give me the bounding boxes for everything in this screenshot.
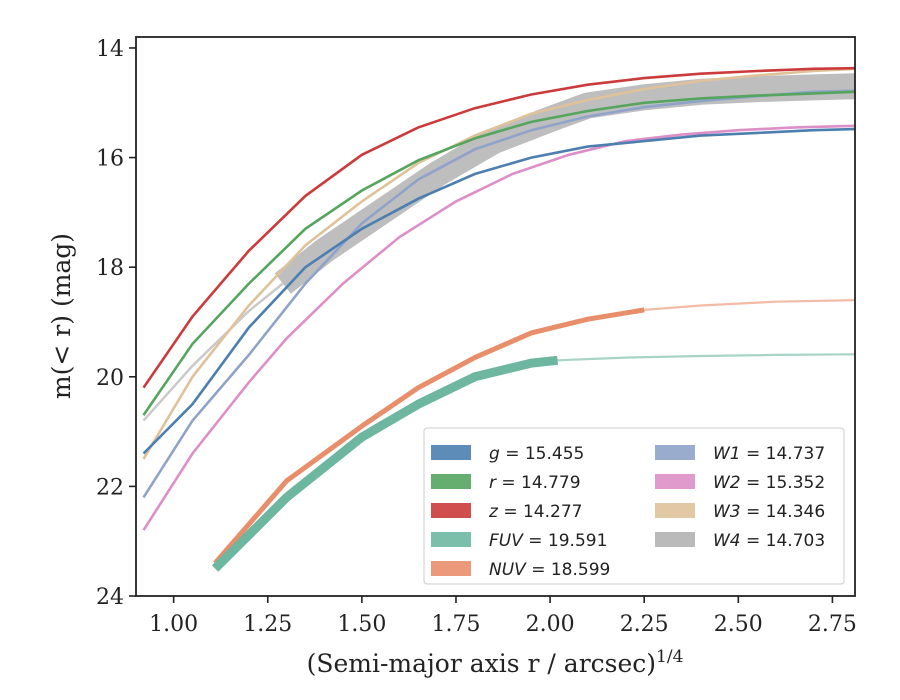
series-r-line [142,90,855,416]
legend-swatch [431,503,471,518]
x-tick-label: 1.50 [337,612,386,637]
legend-item-z: z = 14.277 [431,502,582,522]
series-w3-line [142,67,855,460]
series-layer [142,66,855,572]
y-tick-label: 22 [96,475,124,500]
series-r [142,90,855,416]
series-g [142,127,855,455]
legend-item-w3: W3 = 14.346 [655,502,825,522]
legend-swatch [655,532,695,547]
legend-label: W4 = 14.703 [713,531,825,551]
legend-label: NUV = 18.599 [489,560,610,580]
legend-label: FUV = 19.591 [489,531,607,551]
legend-label: r = 14.779 [489,473,581,493]
series-nuv-measured [213,307,645,565]
series-g-line [142,127,855,455]
legend-item-nuv: NUV = 18.599 [431,560,610,580]
x-tick-label: 1.25 [243,612,292,637]
y-tick-label: 20 [96,366,124,391]
legend-swatch [655,445,695,460]
legend-item-w1: W1 = 14.737 [655,444,825,464]
series-z-line [142,66,855,389]
series-w4 [142,73,855,422]
legend-label: z = 14.277 [488,502,582,522]
legend-item-g: g = 15.455 [431,444,584,464]
legend-swatch [431,532,471,547]
x-axis: 1.00 1.25 1.50 1.75 2.00 2.25 2.50 2.75 [149,596,857,637]
legend-swatch [655,474,695,489]
legend-item-r: r = 14.779 [431,473,581,493]
x-tick-label: 1.00 [149,612,198,637]
series-fuv [211,353,855,572]
series-w3 [142,67,855,460]
series-w4-extrapolation [142,282,284,422]
legend-label: W1 = 14.737 [713,444,825,464]
y-tick-label: 18 [96,256,124,281]
x-tick-label: 2.00 [526,612,575,637]
series-z [142,66,855,389]
x-tick-label: 2.25 [620,612,669,637]
legend-item-w4: W4 = 14.703 [655,531,825,551]
x-tick-label: 2.50 [714,612,763,637]
y-axis-title: m(< r) (mag) [47,233,76,399]
x-tick-label: 2.75 [808,612,857,637]
legend-swatch [431,561,471,576]
legend-swatch [431,445,471,460]
y-tick-label: 16 [96,147,124,172]
legend: g = 15.455 r = 14.779 z = 14.277 FUV = 19.5… [423,427,845,585]
x-axis-title: (Semi-major axis r / arcsec)1/4 [307,647,684,678]
series-w2 [142,124,855,531]
y-tick-label: 24 [96,585,124,610]
legend-label: W3 = 14.346 [713,502,825,522]
legend-frame [423,427,845,585]
y-tick-label: 14 [96,37,124,62]
legend-swatch [431,474,471,489]
legend-item-w2: W2 = 15.352 [655,473,825,493]
plot-frame [135,36,856,597]
legend-item-fuv: FUV = 19.591 [431,531,607,551]
series-w2-line [142,124,855,531]
legend-label: W2 = 15.352 [713,473,825,493]
legend-label: g = 15.455 [489,444,584,464]
series-fuv-measured [211,355,559,572]
series-fuv-extrapolation [557,353,855,362]
series-nuv [213,299,855,565]
y-axis: 14 16 18 20 22 24 [96,37,136,610]
series-nuv-extrapolation [644,299,855,311]
series-w4-band [274,73,855,294]
x-tick-label: 1.75 [431,612,480,637]
legend-swatch [655,503,695,518]
